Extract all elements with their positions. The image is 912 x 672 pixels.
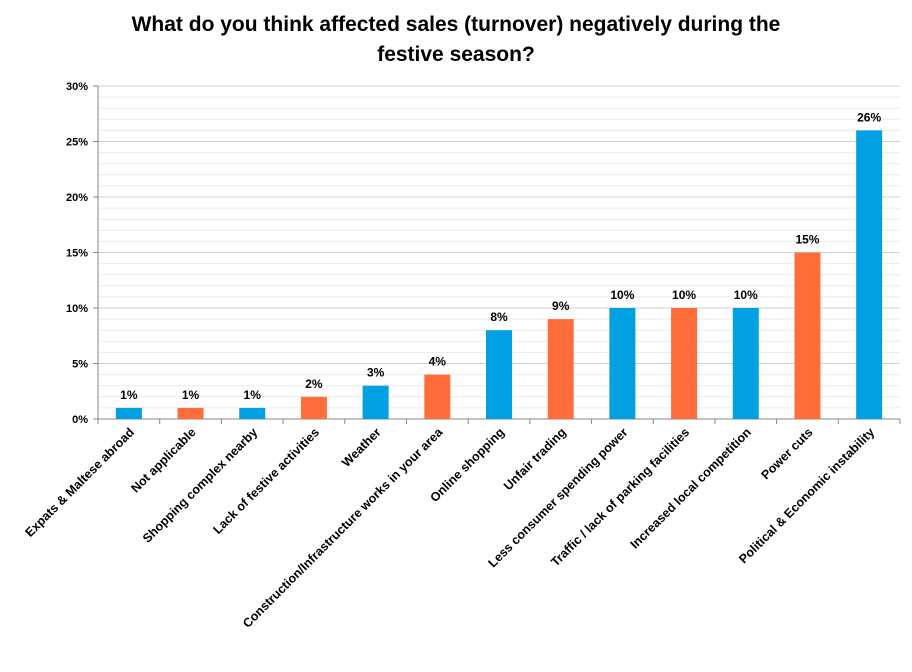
data-label: 3% xyxy=(367,366,385,380)
y-tick-label: 25% xyxy=(66,137,88,149)
bar xyxy=(486,330,512,419)
category-label: Weather xyxy=(339,425,384,470)
chart-title-line-1: What do you think affected sales (turnov… xyxy=(131,13,781,36)
bar xyxy=(239,407,266,419)
y-tick-label: 20% xyxy=(66,192,88,204)
bar xyxy=(177,407,204,419)
data-label: 26% xyxy=(857,110,881,124)
bar xyxy=(732,308,759,419)
category-label: Political & Economic instability xyxy=(736,425,877,566)
category-label: Expats & Maltese abroad xyxy=(22,425,137,540)
data-label: 1% xyxy=(244,388,262,402)
bar xyxy=(671,308,698,419)
bar xyxy=(856,130,883,419)
y-tick-label: 30% xyxy=(66,81,88,93)
bar xyxy=(362,385,389,419)
category-label: Not applicable xyxy=(128,425,198,495)
category-label: Power cuts xyxy=(759,425,816,482)
bar xyxy=(794,252,821,419)
data-label: 10% xyxy=(734,288,758,302)
category-label: Shopping complex nearby xyxy=(140,425,260,545)
data-label: 8% xyxy=(490,310,508,324)
data-label: 4% xyxy=(429,355,447,369)
data-label: 10% xyxy=(610,288,634,302)
chart-title: What do you think affected sales (turnov… xyxy=(0,10,912,70)
category-label: Lack of festive activities xyxy=(210,425,322,537)
category-label: Unfair trading xyxy=(501,425,569,493)
y-axis-ticks: 0% 5% 10% 15% 20% 25% 30% xyxy=(66,81,98,426)
gridlines xyxy=(98,85,900,409)
data-label: 1% xyxy=(120,388,138,402)
data-label: 1% xyxy=(182,388,200,402)
bar xyxy=(300,396,327,419)
bar xyxy=(115,407,142,419)
data-labels: 1% 1% 1% 2% 3% 4% 8% 9% 10% 10% 10% 15% 26% xyxy=(120,110,881,402)
data-label: 15% xyxy=(795,233,819,247)
data-label: 2% xyxy=(305,377,323,391)
bars xyxy=(115,130,883,419)
y-tick-label: 0% xyxy=(72,414,88,426)
category-label: Increased local competition xyxy=(628,425,754,551)
y-tick-label: 5% xyxy=(72,359,88,371)
y-tick-label: 15% xyxy=(66,248,88,260)
y-tick-label: 10% xyxy=(66,303,88,315)
bar xyxy=(547,319,574,419)
bar xyxy=(609,308,636,419)
data-label: 9% xyxy=(552,299,570,313)
chart-title-line-2: festive season? xyxy=(377,43,535,66)
bar xyxy=(424,374,451,419)
data-label: 10% xyxy=(672,288,696,302)
